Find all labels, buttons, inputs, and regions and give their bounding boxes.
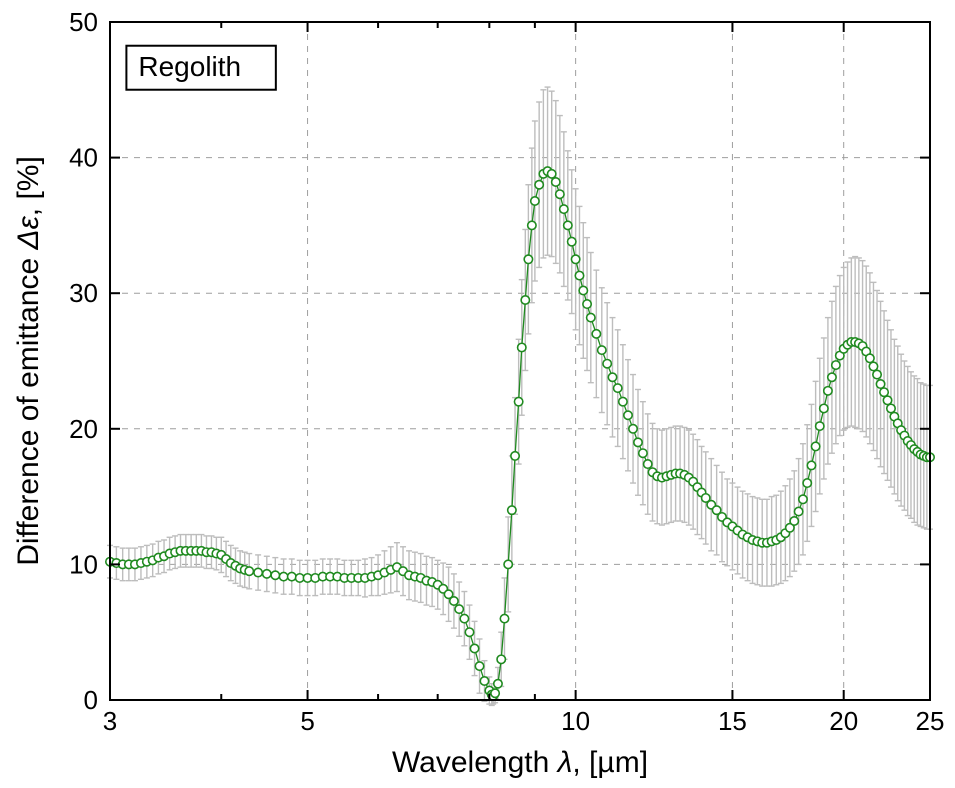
x-tick-label: 3 <box>103 706 117 736</box>
x-axis-label: Wavelength λ, [µm] <box>392 746 648 779</box>
y-axis-label: Difference of emittance Δε, [%] <box>12 156 45 566</box>
x-tick-label: 5 <box>300 706 314 736</box>
x-tick-label: 15 <box>718 706 747 736</box>
y-tick-label: 20 <box>69 414 98 444</box>
y-tick-label: 10 <box>69 549 98 579</box>
y-tick-label: 30 <box>69 278 98 308</box>
y-tick-label: 0 <box>84 685 98 715</box>
x-tick-label: 20 <box>829 706 858 736</box>
chart-container: 3 5 10 15 20 25 0 10 20 30 40 50 Wavelength λ, [µm] D… <box>0 0 955 788</box>
y-tick-label: 40 <box>69 143 98 173</box>
legend-text: Regolith <box>138 51 241 82</box>
x-tick-label: 25 <box>916 706 945 736</box>
y-tick-label: 50 <box>69 7 98 37</box>
x-tick-label: 10 <box>561 706 590 736</box>
chart-svg: 3 5 10 15 20 25 0 10 20 30 40 50 Wavelength λ, [µm] D… <box>0 0 955 788</box>
